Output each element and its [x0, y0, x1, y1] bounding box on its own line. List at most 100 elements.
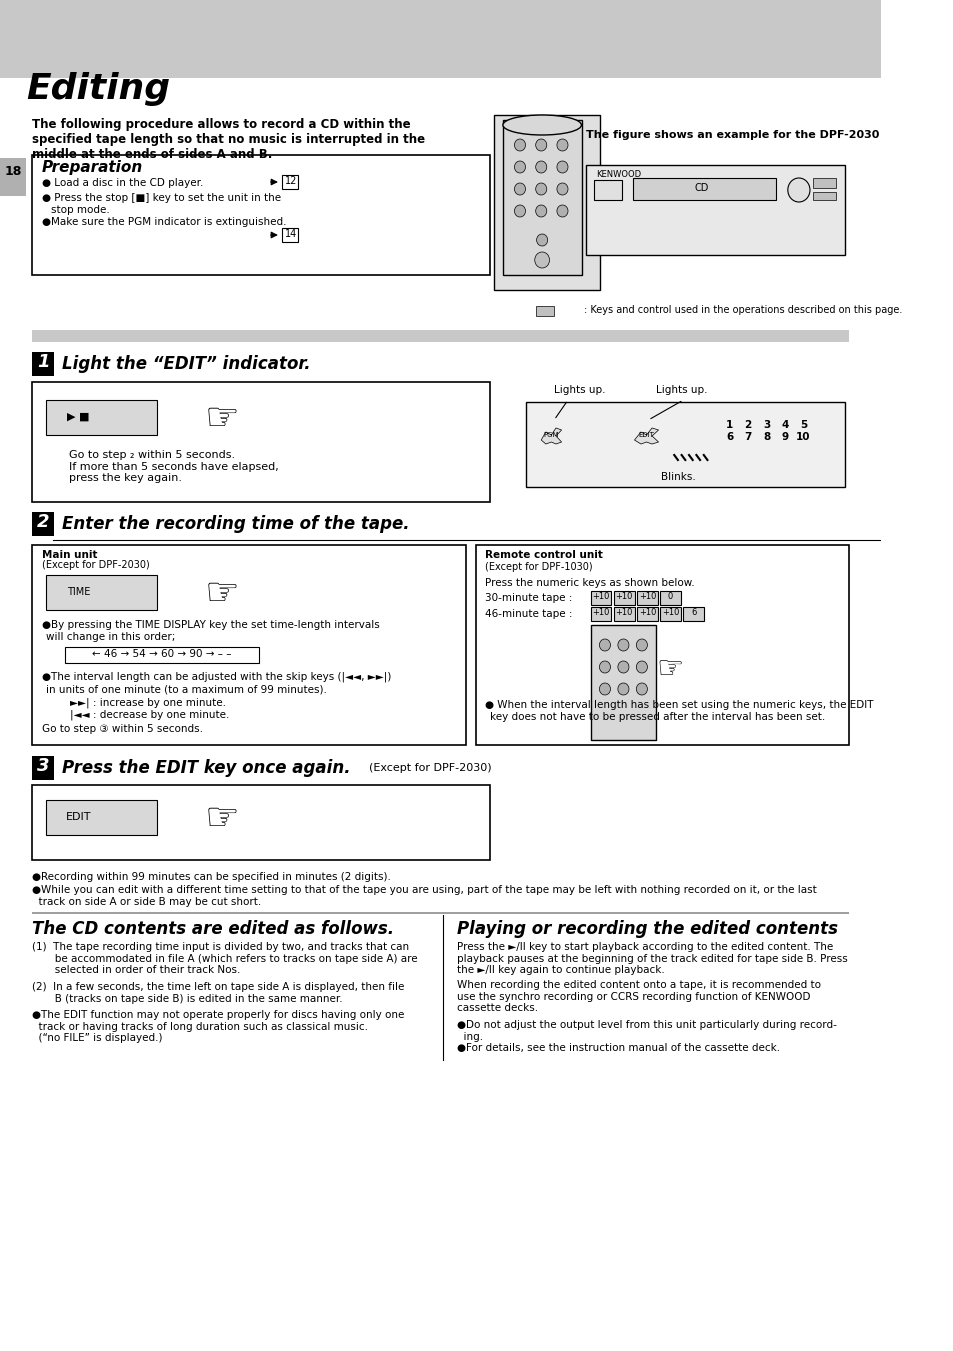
Text: +10: +10 — [639, 608, 656, 617]
Text: PGM: PGM — [543, 432, 558, 438]
Text: ●For details, see the instruction manual of the cassette deck.: ●For details, see the instruction manual… — [456, 1043, 780, 1052]
Text: Remote control unit: Remote control unit — [484, 550, 602, 561]
Circle shape — [636, 661, 647, 673]
Circle shape — [514, 182, 525, 195]
Bar — [494, 115, 599, 290]
Text: Lights up.: Lights up. — [554, 385, 605, 394]
Bar — [591, 607, 611, 621]
Text: 8: 8 — [762, 432, 769, 442]
Text: +10: +10 — [592, 592, 609, 601]
Text: ●The EDIT function may not operate properly for discs having only one
  track or: ●The EDIT function may not operate prope… — [32, 1011, 404, 1043]
Text: Playing or recording the edited contents: Playing or recording the edited contents — [456, 920, 838, 938]
Text: TIME: TIME — [67, 586, 91, 597]
Circle shape — [598, 661, 610, 673]
Circle shape — [536, 234, 547, 246]
Bar — [812, 192, 835, 200]
Text: ☞: ☞ — [204, 576, 239, 613]
Text: 2: 2 — [37, 513, 50, 531]
Bar — [659, 590, 680, 605]
Text: EDIT: EDIT — [66, 812, 91, 821]
Text: ●Recording within 99 minutes can be specified in minutes (2 digits).: ●Recording within 99 minutes can be spec… — [32, 871, 391, 882]
Text: ●Make sure the PGM indicator is extinguished.: ●Make sure the PGM indicator is extingui… — [42, 218, 286, 227]
Bar — [46, 800, 157, 835]
Text: 18: 18 — [4, 165, 22, 178]
Bar — [591, 626, 655, 740]
Bar — [32, 512, 54, 536]
Bar — [32, 353, 54, 376]
Bar — [32, 757, 54, 780]
Text: +10: +10 — [661, 608, 679, 617]
Circle shape — [618, 639, 628, 651]
Text: (Except for DPF-2030): (Except for DPF-2030) — [42, 561, 150, 570]
Text: Press the EDIT key once again.: Press the EDIT key once again. — [62, 759, 350, 777]
Text: ● Press the stop [■] key to set the unit in the: ● Press the stop [■] key to set the unit… — [42, 193, 280, 203]
Text: |◄◄ : decrease by one minute.: |◄◄ : decrease by one minute. — [57, 711, 230, 720]
Text: Go to step ₂ within 5 seconds.
If more than 5 seconds have elapsed,
press the ke: Go to step ₂ within 5 seconds. If more t… — [70, 450, 278, 484]
Circle shape — [557, 139, 567, 151]
Circle shape — [636, 684, 647, 694]
Text: +10: +10 — [615, 592, 633, 601]
Text: Press the ►/II key to start playback according to the edited content. The
playba: Press the ►/II key to start playback acc… — [456, 942, 847, 975]
Bar — [682, 607, 703, 621]
Circle shape — [618, 661, 628, 673]
Text: key does not have to be pressed after the interval has been set.: key does not have to be pressed after th… — [489, 712, 824, 721]
Circle shape — [514, 139, 525, 151]
Bar — [0, 158, 26, 196]
Circle shape — [598, 639, 610, 651]
Circle shape — [536, 139, 546, 151]
Text: ●Do not adjust the output level from this unit particularly during record-
  ing: ●Do not adjust the output level from thi… — [456, 1020, 836, 1042]
Text: 3: 3 — [37, 757, 50, 775]
Bar — [503, 120, 581, 276]
Text: 9: 9 — [781, 432, 788, 442]
Bar — [65, 647, 258, 663]
Bar — [32, 155, 489, 276]
Text: ●While you can edit with a different time setting to that of the tape you are us: ●While you can edit with a different tim… — [32, 885, 816, 907]
Text: Blinks.: Blinks. — [660, 471, 696, 482]
Text: +10: +10 — [592, 608, 609, 617]
Circle shape — [557, 182, 567, 195]
Bar — [614, 590, 634, 605]
Circle shape — [557, 161, 567, 173]
Bar — [632, 178, 775, 200]
Text: : Keys and control used in the operations described on this page.: : Keys and control used in the operation… — [558, 305, 902, 315]
Bar — [281, 228, 298, 242]
Bar — [281, 176, 298, 189]
Text: 30-minute tape :: 30-minute tape : — [484, 593, 572, 603]
Bar — [46, 576, 157, 611]
Text: ☞: ☞ — [204, 400, 239, 438]
Bar — [32, 785, 489, 861]
Circle shape — [618, 684, 628, 694]
Text: 12: 12 — [284, 176, 296, 186]
Circle shape — [598, 684, 610, 694]
Bar — [476, 544, 848, 744]
Text: 46-minute tape :: 46-minute tape : — [484, 609, 572, 619]
Bar — [526, 403, 844, 486]
Text: ►►| : increase by one minute.: ►►| : increase by one minute. — [57, 698, 226, 708]
Circle shape — [536, 205, 546, 218]
Bar — [594, 180, 621, 200]
Text: Preparation: Preparation — [42, 159, 143, 176]
Text: Light the “EDIT” indicator.: Light the “EDIT” indicator. — [62, 355, 310, 373]
Circle shape — [514, 205, 525, 218]
Bar — [659, 607, 680, 621]
Text: 2: 2 — [743, 420, 751, 430]
Text: Press the numeric keys as shown below.: Press the numeric keys as shown below. — [484, 578, 694, 588]
Text: Enter the recording time of the tape.: Enter the recording time of the tape. — [62, 515, 409, 534]
Text: (2)  In a few seconds, the time left on tape side A is displayed, then file
    : (2) In a few seconds, the time left on t… — [32, 982, 404, 1004]
Bar — [591, 590, 611, 605]
Text: 7: 7 — [743, 432, 751, 442]
Bar — [637, 590, 657, 605]
Text: 6: 6 — [725, 432, 733, 442]
Bar — [536, 305, 554, 316]
Bar — [32, 330, 848, 342]
Text: ●The interval length can be adjusted with the skip keys (|◄◄, ►►|): ●The interval length can be adjusted wit… — [42, 671, 391, 682]
Text: 1: 1 — [37, 353, 50, 372]
Bar — [32, 912, 848, 913]
Bar — [637, 607, 657, 621]
Text: 1: 1 — [725, 420, 733, 430]
Text: Go to step ③ within 5 seconds.: Go to step ③ within 5 seconds. — [42, 724, 202, 734]
Text: ●By pressing the TIME DISPLAY key the set time-length intervals: ●By pressing the TIME DISPLAY key the se… — [42, 620, 379, 630]
Circle shape — [514, 161, 525, 173]
Bar — [32, 382, 489, 503]
Circle shape — [787, 178, 809, 203]
